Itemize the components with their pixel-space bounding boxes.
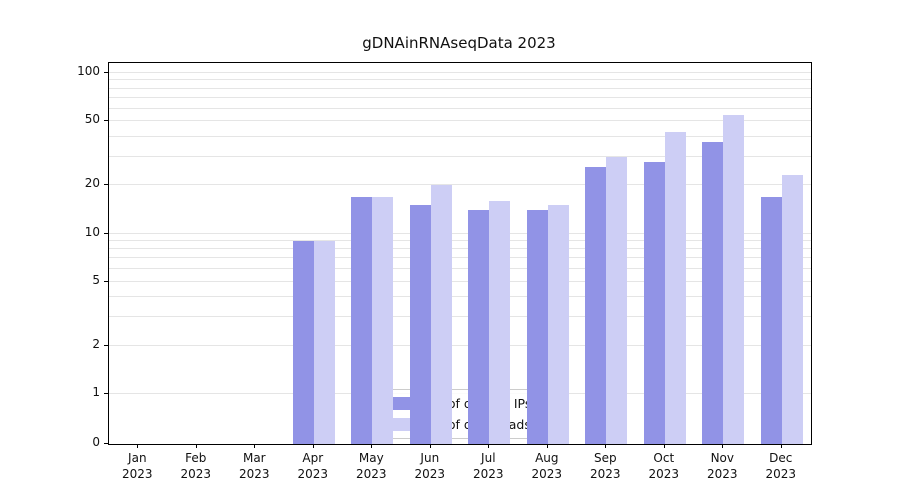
x-tick-mark <box>663 444 665 448</box>
bar-nov-downloads <box>723 114 745 444</box>
x-tick-label: Nov 2023 <box>707 451 738 481</box>
gridline <box>109 268 811 270</box>
bar-oct-downloads <box>664 131 686 444</box>
bar-nov-ips <box>702 142 724 444</box>
gridline <box>109 344 811 346</box>
gridline <box>109 316 811 318</box>
x-tick-label: May 2023 <box>356 451 387 481</box>
bar-aug-downloads <box>547 205 569 444</box>
gridline <box>109 239 811 241</box>
x-tick-mark <box>605 444 607 448</box>
y-tick-label: 20 <box>84 176 100 191</box>
y-tick-label: 5 <box>92 272 100 287</box>
y-tick-label: 50 <box>84 112 100 127</box>
bar-jul-downloads <box>489 200 511 444</box>
gridline <box>109 155 811 157</box>
gridline <box>109 184 811 186</box>
gridline <box>109 120 811 122</box>
x-tick-label: Jun 2023 <box>414 451 446 481</box>
bar-dec-downloads <box>781 175 803 444</box>
y-tick-label: 1 <box>92 385 100 399</box>
bar-jun-ips <box>409 205 431 444</box>
x-tick-label: Feb 2023 <box>180 451 212 481</box>
x-tick-label: Mar 2023 <box>239 451 270 481</box>
bar-jul-ips <box>468 210 490 444</box>
x-tick-label: Sep 2023 <box>590 451 621 481</box>
chart-title: gDNAinRNAseqData 2023 <box>362 34 556 52</box>
x-tick-mark <box>429 444 431 448</box>
y-tick-mark <box>104 72 108 73</box>
bar-may-downloads <box>372 196 394 444</box>
gridline <box>109 96 811 98</box>
x-tick-label: Apr 2023 <box>297 451 329 481</box>
y-tick-mark <box>104 393 108 394</box>
x-tick-mark <box>371 444 373 448</box>
y-tick-mark <box>104 120 108 122</box>
x-tick-mark <box>722 444 724 448</box>
gridline <box>109 232 811 234</box>
bar-aug-ips <box>526 210 548 444</box>
x-tick-mark <box>488 444 490 448</box>
bar-oct-ips <box>643 161 665 444</box>
bar-sep-downloads <box>606 156 628 444</box>
y-tick-mark <box>104 344 108 346</box>
x-tick-label: Aug 2023 <box>531 451 563 481</box>
y-tick-mark <box>104 184 108 186</box>
y-tick-label: 0 <box>92 435 100 449</box>
gridline <box>109 280 811 282</box>
bar-jun-downloads <box>430 185 452 444</box>
y-tick-label: 10 <box>84 224 100 239</box>
bar-apr-downloads <box>313 240 335 444</box>
y-tick-label: 2 <box>92 336 100 351</box>
x-tick-label: Oct 2023 <box>648 451 680 481</box>
y-tick-mark <box>104 280 108 282</box>
bar-apr-ips <box>292 240 314 444</box>
gridline <box>109 248 811 250</box>
gridline <box>109 257 811 259</box>
gridline <box>109 87 811 89</box>
gridline <box>109 296 811 298</box>
legend: Nb of distinct IPs Nb of downloads <box>377 389 543 439</box>
x-tick-mark <box>195 444 197 448</box>
y-tick-mark <box>104 443 108 444</box>
x-tick-mark <box>546 444 548 448</box>
bar-dec-ips <box>760 196 782 444</box>
x-tick-label: Dec 2023 <box>765 451 797 481</box>
x-tick-mark <box>780 444 782 448</box>
x-tick-mark <box>254 444 256 448</box>
bar-may-ips <box>351 196 373 444</box>
plot-area: Nb of distinct IPs Nb of downloads <box>108 62 812 445</box>
bar-sep-ips <box>585 166 607 444</box>
x-tick-mark <box>312 444 314 448</box>
y-tick-label: 100 <box>77 64 100 78</box>
gridline <box>109 79 811 81</box>
x-tick-mark <box>137 444 139 448</box>
x-tick-label: Jan 2023 <box>122 451 153 481</box>
y-tick-mark <box>104 232 108 234</box>
gridline <box>109 107 811 109</box>
gridline <box>109 135 811 137</box>
x-tick-label: Jul 2023 <box>473 451 504 481</box>
gridline <box>109 72 811 73</box>
